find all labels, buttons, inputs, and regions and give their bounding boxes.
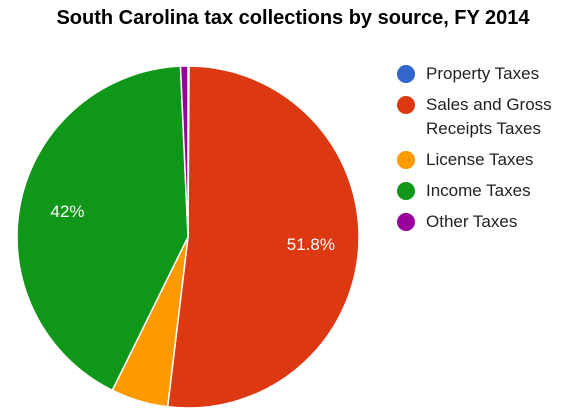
legend-label: License Taxes (426, 150, 534, 169)
legend-item-income-taxes: Income Taxes (397, 179, 586, 203)
legend-label: Other Taxes (426, 212, 518, 231)
legend-swatch-other-taxes (397, 213, 415, 231)
chart-title: South Carolina tax collections by source… (56, 7, 530, 29)
legend-label: Sales and Gross Receipts Taxes (426, 95, 552, 138)
legend-label: Income Taxes (426, 181, 531, 200)
data-label-income-taxes: 42% (51, 202, 85, 221)
data-label-sales-and-gross-receipts-taxes: 51.8% (287, 235, 335, 254)
pie-slice-other-taxes (179, 65, 189, 238)
pie-slice-sales-and-gross-receipts-taxes (166, 65, 360, 409)
legend-item-sales-and-gross-receipts-taxes: Sales and Gross Receipts Taxes (397, 93, 586, 141)
legend-swatch-sales-and-gross-receipts-taxes (397, 96, 415, 114)
legend-swatch-property-taxes (397, 65, 415, 83)
legend-item-other-taxes: Other Taxes (397, 210, 586, 234)
legend-item-license-taxes: License Taxes (397, 148, 586, 172)
pie-slice-income-taxes (16, 65, 189, 392)
legend-swatch-income-taxes (397, 182, 415, 200)
legend-item-property-taxes: Property Taxes (397, 62, 586, 86)
chart-legend: Property Taxes Sales and Gross Receipts T… (397, 62, 586, 241)
legend-swatch-license-taxes (397, 151, 415, 169)
legend-label: Property Taxes (426, 64, 540, 83)
